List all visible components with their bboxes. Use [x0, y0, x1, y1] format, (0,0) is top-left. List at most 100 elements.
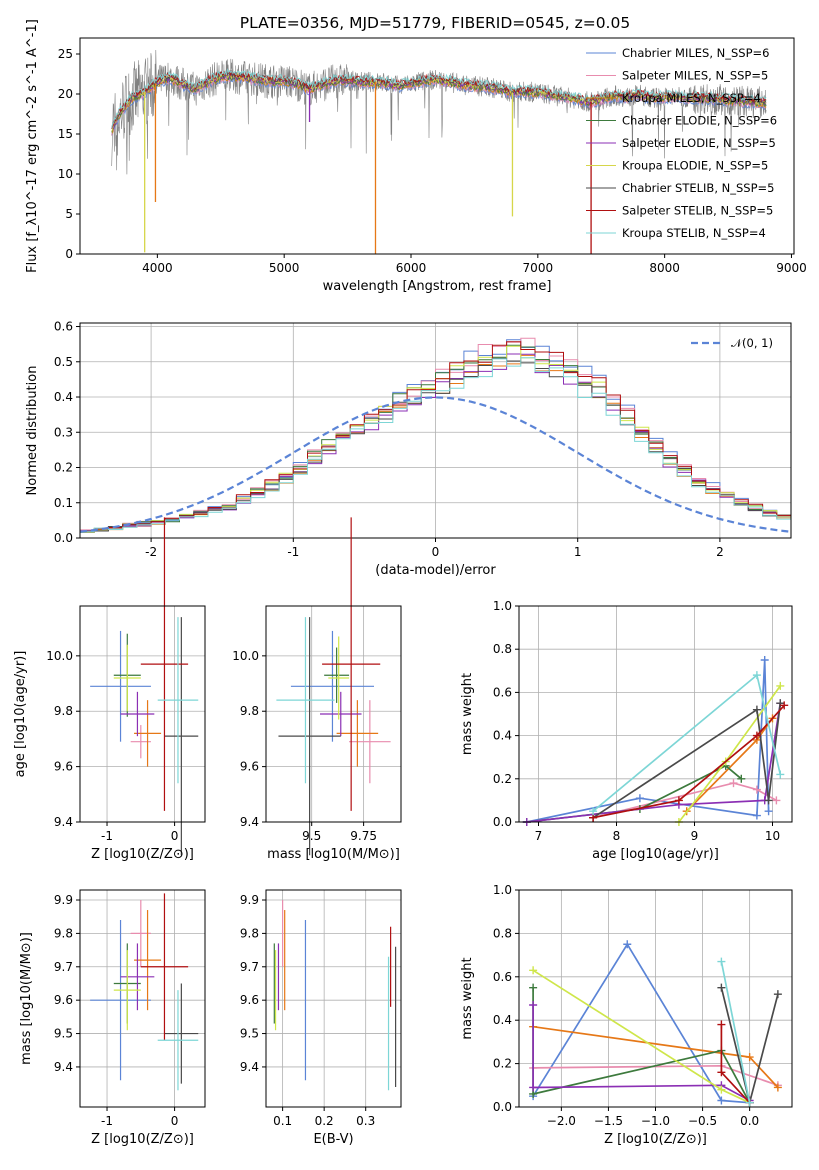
legend-entry: Chabrier STELIB, N_SSP=5 — [622, 181, 774, 195]
weight-marker — [760, 656, 769, 664]
figure-title: PLATE=0356, MJD=51779, FIBERID=0545, z=0… — [240, 14, 630, 32]
axes-frame — [518, 889, 793, 1108]
x-axis-label: E(B-V) — [313, 1132, 353, 1147]
weight-marker — [529, 966, 538, 975]
y-tick-label: 9.6 — [240, 993, 259, 1007]
y-tick-label: 0.8 — [493, 642, 512, 656]
x-tick-label: -2 — [145, 545, 157, 559]
axes-frame — [518, 605, 793, 823]
weight-line — [526, 703, 782, 822]
age_vs_Z-panel: -1 0 9.4 9.6 9.8 10.0 Z [log10(Z/Z⊙)] age [log1… — [13, 517, 206, 862]
normal-curve — [80, 396, 791, 533]
y-tick-label: 9.5 — [240, 1027, 259, 1041]
x-tick-label: −1.5 — [594, 1114, 623, 1128]
weight-marker — [717, 983, 726, 992]
x-tick-label: -1 — [287, 545, 299, 559]
x-tick-label: −0.5 — [688, 1114, 717, 1128]
x-tick-label: −2.0 — [547, 1114, 576, 1128]
legend-entry: 𝒩(0, 1) — [731, 336, 773, 350]
x-tick-label: 9000 — [776, 261, 807, 275]
y-tick-label: 0.0 — [493, 815, 512, 829]
weight-marker — [752, 731, 761, 740]
y-tick-label: 9.4 — [240, 815, 259, 829]
y-tick-label: 25 — [58, 47, 73, 61]
legend-entry: Kroupa STELIB, N_SSP=4 — [622, 226, 766, 240]
weight-marker — [764, 796, 773, 805]
weight-marker — [717, 1020, 726, 1029]
y-tick-label: 0.0 — [493, 1100, 512, 1114]
weight-marker — [773, 1083, 782, 1092]
x-tick-label: 7 — [535, 829, 543, 843]
x-tick-label: 7000 — [523, 261, 554, 275]
y-axis-label: mass weight — [460, 957, 475, 1039]
legend-entry: Kroupa MILES, N_SSP=4 — [622, 91, 761, 105]
x-axis-label: Z [log10(Z/Z⊙)] — [91, 1132, 194, 1147]
y-tick-label: 9.4 — [54, 1060, 73, 1074]
weight-marker — [717, 957, 726, 966]
y-tick-label: 0.3 — [54, 425, 73, 439]
y-tick-label: 9.9 — [54, 893, 73, 907]
y-tick-label: 0.4 — [54, 390, 73, 404]
x-tick-label: 8000 — [649, 261, 680, 275]
residuals-panel: -2 -1 0 1 2 0.0 0.1 0.2 0.3 0.4 0.5 0.6 (data-model)… — [25, 320, 792, 578]
x-axis-label: wavelength [Angstrom, rest frame] — [323, 279, 552, 294]
x-axis-label: (data-model)/error — [375, 563, 496, 578]
y-tick-label: 0.6 — [54, 320, 73, 334]
weight-marker — [717, 1068, 726, 1077]
x-tick-label: 0.2 — [315, 1114, 334, 1128]
y-tick-label: 9.9 — [240, 893, 259, 907]
weight-marker — [717, 1096, 726, 1105]
y-tick-label: 1.0 — [493, 599, 512, 613]
y-tick-label: 9.6 — [54, 760, 73, 774]
y-tick-label: 20 — [58, 87, 73, 101]
weight_vs_age-panel: 7 8 9 10 0.0 0.2 0.4 0.6 0.8 1.0 age [log10(age/yr… — [460, 599, 793, 862]
y-tick-label: 1.0 — [493, 883, 512, 897]
weight-line — [532, 942, 750, 1104]
weight-line — [532, 969, 750, 1104]
weight-marker — [752, 785, 761, 794]
x-tick-label: −1.0 — [641, 1114, 670, 1128]
x-tick-label: 10 — [765, 829, 780, 843]
legend-entry: Kroupa ELODIE, N_SSP=5 — [622, 159, 768, 173]
x-tick-label: 6000 — [396, 261, 427, 275]
weight-line — [592, 704, 785, 819]
y-tick-label: 9.4 — [54, 815, 73, 829]
y-tick-label: 9.7 — [54, 960, 73, 974]
y-tick-label: 0.8 — [493, 926, 512, 940]
x-tick-label: 0 — [171, 829, 179, 843]
weight-marker — [635, 794, 644, 803]
x-axis-label: Z [log10(Z/Z⊙)] — [91, 847, 194, 862]
weight-marker — [589, 807, 598, 816]
y-tick-label: 10.0 — [46, 649, 73, 663]
weight-marker — [764, 807, 773, 816]
y-tick-label: 0.2 — [493, 772, 512, 786]
y-axis-label: mass [log10(M/M⊙)] — [19, 932, 34, 1065]
legend-entry: Salpeter MILES, N_SSP=5 — [622, 69, 768, 83]
x-tick-label: 9 — [691, 829, 699, 843]
y-axis-label: Flux [f_λ10^-17 erg cm^-2 s^-1 A^-1] — [25, 19, 40, 273]
x-tick-label: 9.75 — [350, 829, 377, 843]
weight-marker — [529, 983, 538, 992]
legend-entry: Salpeter STELIB, N_SSP=5 — [622, 204, 773, 218]
y-tick-label: 15 — [58, 127, 73, 141]
y-tick-label: 9.5 — [54, 1027, 73, 1041]
weight-marker — [752, 811, 761, 820]
y-tick-label: 9.6 — [240, 760, 259, 774]
x-tick-label: -1 — [101, 1114, 113, 1128]
weight-marker — [745, 1053, 754, 1062]
x-axis-label: age [log10(age/yr)] — [592, 847, 719, 862]
spectrum-panel: 4000 5000 6000 7000 8000 9000 0 5 10 15 20 25 wavele… — [25, 19, 807, 294]
y-tick-label: 0.6 — [493, 970, 512, 984]
weight-marker — [780, 701, 789, 710]
weight-marker — [623, 940, 632, 949]
histogram-step — [80, 357, 791, 533]
age_vs_mass-panel: 9.5 9.75 9.4 9.6 9.8 10.0 mass [log10(M/M⊙)] — [232, 517, 402, 862]
y-tick-label: 0.2 — [493, 1057, 512, 1071]
y-tick-label: 10.0 — [232, 649, 259, 663]
y-axis-label: mass weight — [460, 673, 475, 755]
mass_vs_ebv-panel: 0.1 0.2 0.3 9.4 9.5 9.6 9.7 9.8 9.9 E(B-V) — [240, 889, 402, 1147]
y-tick-label: 9.6 — [54, 993, 73, 1007]
x-tick-label: 0 — [171, 1114, 179, 1128]
weight-line — [532, 1005, 751, 1102]
